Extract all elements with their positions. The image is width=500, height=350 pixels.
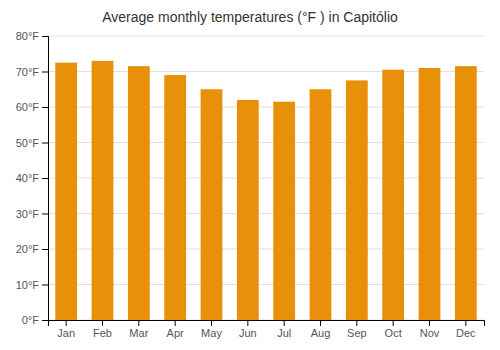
tick-label: Aug bbox=[311, 327, 331, 339]
title: Average monthly temperatures (°F ) in Ca… bbox=[102, 9, 398, 25]
tick-label: May bbox=[201, 327, 222, 339]
tick-label: Dec bbox=[456, 327, 476, 339]
bar bbox=[310, 89, 332, 320]
bar bbox=[201, 89, 223, 320]
grid bbox=[48, 36, 484, 320]
plot: Jan Feb Mar Apr May Jun Jul Aug Sep Oct Nov Dec 0°F 1… bbox=[16, 30, 485, 339]
tick-label: 20°F bbox=[16, 243, 40, 255]
bar bbox=[55, 63, 77, 320]
x-tick: Mar bbox=[129, 320, 148, 339]
tick-label: Jul bbox=[277, 327, 291, 339]
y-tick: 10°F bbox=[16, 279, 48, 291]
bar bbox=[164, 75, 186, 320]
y-tick: 70°F bbox=[16, 66, 48, 78]
tick-mark bbox=[138, 320, 139, 326]
tick-label: 10°F bbox=[16, 279, 40, 291]
axis-line bbox=[49, 321, 485, 327]
y-tick: 20°F bbox=[16, 243, 48, 255]
tick-mark bbox=[102, 320, 103, 326]
tick-label: 30°F bbox=[16, 208, 40, 220]
tick-mark bbox=[429, 320, 430, 326]
x-tick: Jun bbox=[239, 320, 257, 339]
x-tick: May bbox=[201, 320, 222, 339]
chart: Average monthly temperatures (°F ) in Ca… bbox=[0, 0, 500, 350]
tick-mark bbox=[42, 72, 48, 73]
tick-mark bbox=[465, 320, 466, 326]
tick-mark bbox=[211, 320, 212, 326]
y-tick: 0°F bbox=[22, 314, 48, 326]
tick-label: Jan bbox=[57, 327, 75, 339]
tick-label: Nov bbox=[420, 327, 440, 339]
tick-mark bbox=[393, 320, 394, 326]
y-tick: 30°F bbox=[16, 208, 48, 220]
tick-label: Apr bbox=[167, 327, 184, 339]
bar bbox=[92, 61, 114, 320]
x-axis: Jan Feb Mar Apr May Jun Jul Aug Sep Oct Nov Dec bbox=[49, 320, 485, 339]
tick-mark bbox=[284, 320, 285, 326]
tick-label: Sep bbox=[347, 327, 367, 339]
y-tick: 40°F bbox=[16, 172, 48, 184]
tick-mark bbox=[42, 320, 48, 321]
bars bbox=[55, 61, 476, 320]
tick-label: Feb bbox=[93, 327, 112, 339]
tick-mark bbox=[175, 320, 176, 326]
grid-line bbox=[48, 36, 484, 37]
tick-mark bbox=[42, 249, 48, 250]
x-tick: Feb bbox=[93, 320, 112, 339]
x-tick: Dec bbox=[456, 320, 476, 339]
tick-mark bbox=[356, 320, 357, 326]
y-axis: 0°F 10°F 20°F 30°F 40°F 50°F 60°F 70°F 80°F bbox=[16, 30, 49, 326]
tick-mark bbox=[66, 320, 67, 326]
tick-label: 0°F bbox=[22, 314, 40, 326]
y-tick: 50°F bbox=[16, 137, 48, 149]
bar bbox=[419, 68, 441, 320]
x-tick: Nov bbox=[420, 320, 440, 339]
x-tick: Apr bbox=[167, 320, 184, 339]
tick-label: 80°F bbox=[16, 30, 40, 42]
bar bbox=[128, 66, 150, 320]
x-tick: Jul bbox=[277, 320, 291, 339]
tick-mark bbox=[42, 214, 48, 215]
tick-label: 50°F bbox=[16, 137, 40, 149]
tick-mark bbox=[42, 143, 48, 144]
tick-label: Oct bbox=[385, 327, 402, 339]
tick-label: 60°F bbox=[16, 101, 40, 113]
bar bbox=[237, 100, 259, 320]
tick-mark bbox=[42, 107, 48, 108]
tick-label: Mar bbox=[129, 327, 148, 339]
tick-label: 70°F bbox=[16, 66, 40, 78]
bar bbox=[382, 70, 404, 320]
axis-line bbox=[42, 37, 49, 321]
y-tick: 80°F bbox=[16, 30, 48, 42]
tick-mark bbox=[42, 285, 48, 286]
bar bbox=[273, 102, 295, 320]
x-tick: Sep bbox=[347, 320, 367, 339]
x-tick: Oct bbox=[385, 320, 402, 339]
x-tick: Aug bbox=[311, 320, 331, 339]
tick-mark bbox=[42, 36, 48, 37]
tick-label: Jun bbox=[239, 327, 257, 339]
tick-label: 40°F bbox=[16, 172, 40, 184]
y-tick: 60°F bbox=[16, 101, 48, 113]
tick-mark bbox=[42, 178, 48, 179]
tick-mark bbox=[247, 320, 248, 326]
x-tick: Jan bbox=[57, 320, 75, 339]
bar bbox=[455, 66, 477, 320]
bar bbox=[346, 80, 368, 320]
tick-mark bbox=[320, 320, 321, 326]
